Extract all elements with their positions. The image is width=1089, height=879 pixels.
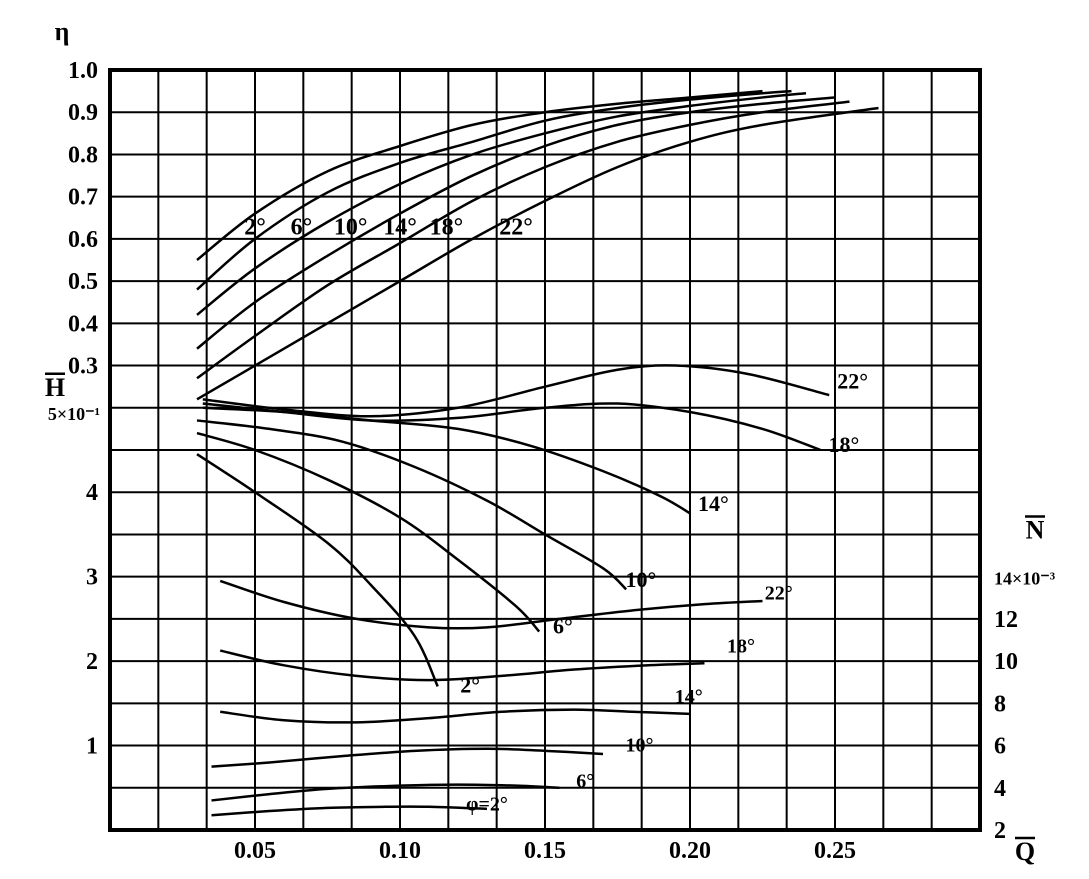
H-axis-label: H <box>45 373 65 402</box>
H-tick: 1 <box>86 734 98 760</box>
N-curve-label: 14° <box>675 686 703 708</box>
N-tick: 4 <box>994 776 1006 802</box>
H-curve <box>197 420 626 589</box>
x-tick: 0.15 <box>524 838 566 864</box>
H-curve-label: 18° <box>829 432 860 457</box>
eta-tick: 1.0 <box>68 58 98 84</box>
x-tick: 0.10 <box>379 838 421 864</box>
eta-curve <box>197 108 879 399</box>
N-curve <box>220 710 690 723</box>
eta-tick: 0.9 <box>68 100 98 126</box>
H-curve-label: 2° <box>460 672 480 697</box>
x-tick: 0.05 <box>234 838 276 864</box>
N-curve-label: 18° <box>727 635 755 657</box>
eta-curve-label: 22° <box>499 215 533 241</box>
x-tick: 0.20 <box>669 838 711 864</box>
H-curve-label: 14° <box>698 491 729 516</box>
N-tick: 10 <box>994 649 1018 675</box>
N-curve-label: 10° <box>626 735 654 757</box>
H-tick: 2 <box>86 649 98 675</box>
N-curve <box>212 807 488 816</box>
N-axis-label: N <box>1026 515 1045 544</box>
H-curve-label: 22° <box>837 368 868 393</box>
eta-tick: 0.8 <box>68 142 98 168</box>
N-curve-label: 6° <box>576 770 594 792</box>
eta-curve-label: 14° <box>383 215 417 241</box>
eta-axis-label: η <box>55 17 70 46</box>
H-curve-label: 10° <box>626 567 657 592</box>
eta-tick: 0.6 <box>68 227 98 253</box>
N-tick: 8 <box>994 691 1006 717</box>
eta-curve-label: 18° <box>430 215 464 241</box>
x-tick: 0.25 <box>814 838 856 864</box>
eta-tick: 0.3 <box>68 354 98 380</box>
x-axis-label: Q <box>1015 837 1035 866</box>
H-curve <box>197 433 539 631</box>
fan-chart: 0.05 0.10 0.15 0.20 0.25 Qη 0.3 0.4 0.5 0.6 0.7 0.8… <box>0 0 1089 879</box>
N-curve <box>220 581 762 628</box>
H-tick: 4 <box>86 480 98 506</box>
eta-curve-label: 6° <box>291 215 313 241</box>
H-curve <box>197 454 438 686</box>
N-tick: 12 <box>994 607 1018 633</box>
H-tick: 3 <box>86 565 98 591</box>
H-prefix: 5×10⁻¹ <box>48 404 100 424</box>
N-tick: 2 <box>994 818 1006 844</box>
N-curve-label: φ=2° <box>466 794 508 816</box>
eta-curve-label: 2° <box>244 215 266 241</box>
eta-curve-label: 10° <box>334 215 368 241</box>
eta-tick: 0.5 <box>68 269 98 295</box>
N-tick: 6 <box>994 734 1006 760</box>
H-curve <box>203 408 690 514</box>
N-tick: 14×10⁻³ <box>994 569 1056 589</box>
eta-tick: 0.7 <box>68 185 98 211</box>
eta-tick: 0.4 <box>68 311 98 337</box>
N-curve-label: 22° <box>765 583 793 605</box>
